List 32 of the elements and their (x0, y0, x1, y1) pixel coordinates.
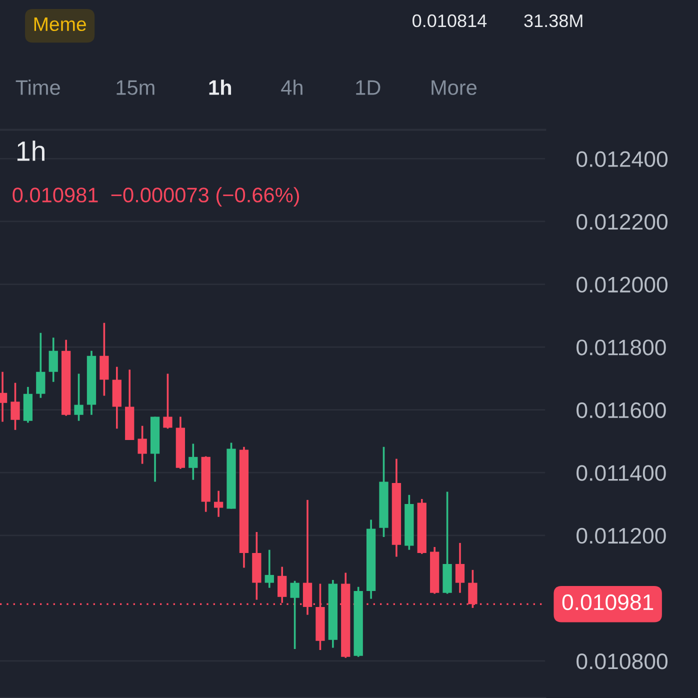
chart-title: 1h (17, 140, 44, 161)
y-tick-label: 0.012200 (576, 214, 668, 230)
candlestick (100, 322, 109, 397)
candlestick (290, 580, 300, 650)
y-tick-label: 0.012400 (576, 151, 668, 167)
text: 15m (116, 80, 154, 95)
text: 0.010814 (412, 14, 487, 28)
ref-line-label: 0.010981 (562, 594, 654, 610)
text: 1h (209, 80, 232, 95)
text: Meme (34, 17, 86, 32)
y-tick-label: 0.010800 (576, 653, 668, 670)
candlestick (36, 332, 46, 399)
candlestick (10, 382, 20, 431)
candlestick (214, 490, 224, 518)
y-tick-label: 0.011200 (576, 528, 666, 544)
candlestick (264, 548, 274, 589)
y-tick-label: 0.011800 (576, 340, 666, 356)
y-tick-label: 0.011600 (576, 402, 666, 418)
y-tick-label: 0.011400 (576, 465, 666, 481)
candlestick (188, 442, 198, 481)
candlestick (48, 336, 58, 383)
text: 0.010981 −0.000073 (−0.66%) (12, 187, 300, 207)
candlestick (138, 424, 147, 465)
candlestick (455, 542, 465, 594)
y-tick-label: 0.012000 (576, 276, 668, 293)
text: 4h (281, 80, 302, 95)
text: More (432, 80, 477, 95)
candlestick (163, 372, 172, 430)
text: 31.38M (524, 14, 582, 28)
text: Time (16, 80, 60, 95)
text: 1D (356, 80, 380, 95)
candlestick (74, 372, 84, 422)
